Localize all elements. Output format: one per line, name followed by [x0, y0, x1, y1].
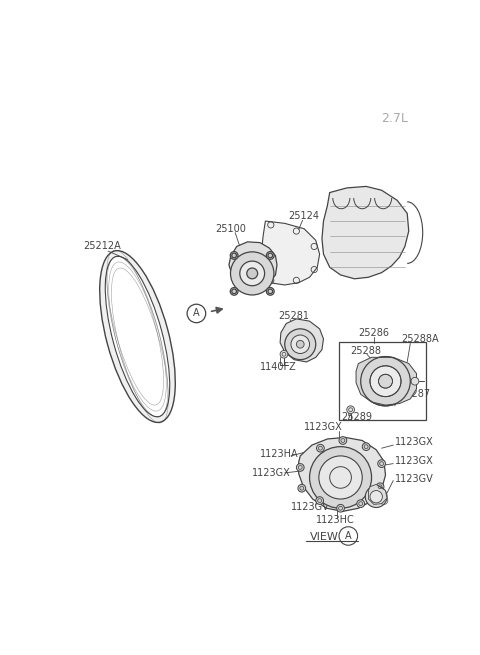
Text: 1123GX: 1123GX	[395, 457, 433, 466]
Circle shape	[319, 456, 362, 499]
Text: 1123GX: 1123GX	[304, 422, 343, 432]
Circle shape	[336, 504, 345, 512]
Circle shape	[316, 444, 324, 452]
Circle shape	[379, 374, 393, 388]
Circle shape	[298, 485, 306, 492]
Text: 25288: 25288	[350, 346, 382, 356]
Circle shape	[291, 335, 310, 354]
Text: 2.7L: 2.7L	[382, 112, 408, 125]
Circle shape	[285, 329, 316, 360]
Circle shape	[268, 289, 273, 293]
Circle shape	[230, 288, 238, 295]
Text: 25286: 25286	[359, 328, 389, 338]
Circle shape	[376, 483, 384, 491]
Circle shape	[339, 437, 347, 444]
Text: A: A	[193, 309, 200, 318]
Circle shape	[378, 460, 385, 468]
Circle shape	[232, 253, 237, 258]
Circle shape	[240, 261, 264, 286]
Text: 1123HA: 1123HA	[260, 449, 299, 459]
Text: 25287: 25287	[399, 389, 431, 400]
Circle shape	[280, 350, 288, 358]
Circle shape	[360, 356, 410, 406]
Polygon shape	[322, 187, 409, 279]
Circle shape	[232, 289, 237, 293]
Text: 25124: 25124	[288, 211, 320, 221]
Text: 1123GV: 1123GV	[395, 474, 433, 484]
Text: 25281: 25281	[278, 310, 310, 321]
Circle shape	[365, 486, 387, 508]
Circle shape	[370, 365, 401, 397]
Circle shape	[296, 341, 304, 348]
Bar	[339, 342, 426, 421]
Text: 25288A: 25288A	[401, 334, 439, 344]
Circle shape	[347, 406, 355, 413]
Circle shape	[362, 443, 370, 451]
Circle shape	[310, 447, 372, 508]
Circle shape	[316, 496, 324, 504]
Polygon shape	[369, 485, 387, 504]
Text: VIEW: VIEW	[311, 532, 339, 542]
Circle shape	[268, 253, 273, 258]
Ellipse shape	[105, 256, 170, 417]
Text: 25100: 25100	[215, 224, 246, 234]
Text: 1123GX: 1123GX	[395, 437, 433, 447]
Text: 25289: 25289	[341, 413, 372, 422]
Text: 1123GV: 1123GV	[291, 502, 330, 512]
Ellipse shape	[100, 251, 175, 422]
Polygon shape	[299, 438, 385, 512]
Circle shape	[296, 464, 304, 472]
Polygon shape	[280, 319, 324, 362]
Circle shape	[266, 252, 274, 259]
Circle shape	[230, 252, 274, 295]
Text: 25212A: 25212A	[83, 242, 121, 252]
Text: 1123GX: 1123GX	[252, 468, 291, 478]
Polygon shape	[229, 242, 277, 286]
Circle shape	[230, 252, 238, 259]
Circle shape	[247, 268, 258, 279]
Text: A: A	[345, 531, 352, 541]
Polygon shape	[258, 221, 320, 285]
Text: 1123HC: 1123HC	[316, 515, 355, 525]
Circle shape	[370, 491, 383, 503]
Circle shape	[411, 377, 419, 385]
Text: 1140FZ: 1140FZ	[260, 362, 297, 372]
Circle shape	[357, 500, 365, 508]
Polygon shape	[356, 358, 417, 405]
Circle shape	[266, 288, 274, 295]
